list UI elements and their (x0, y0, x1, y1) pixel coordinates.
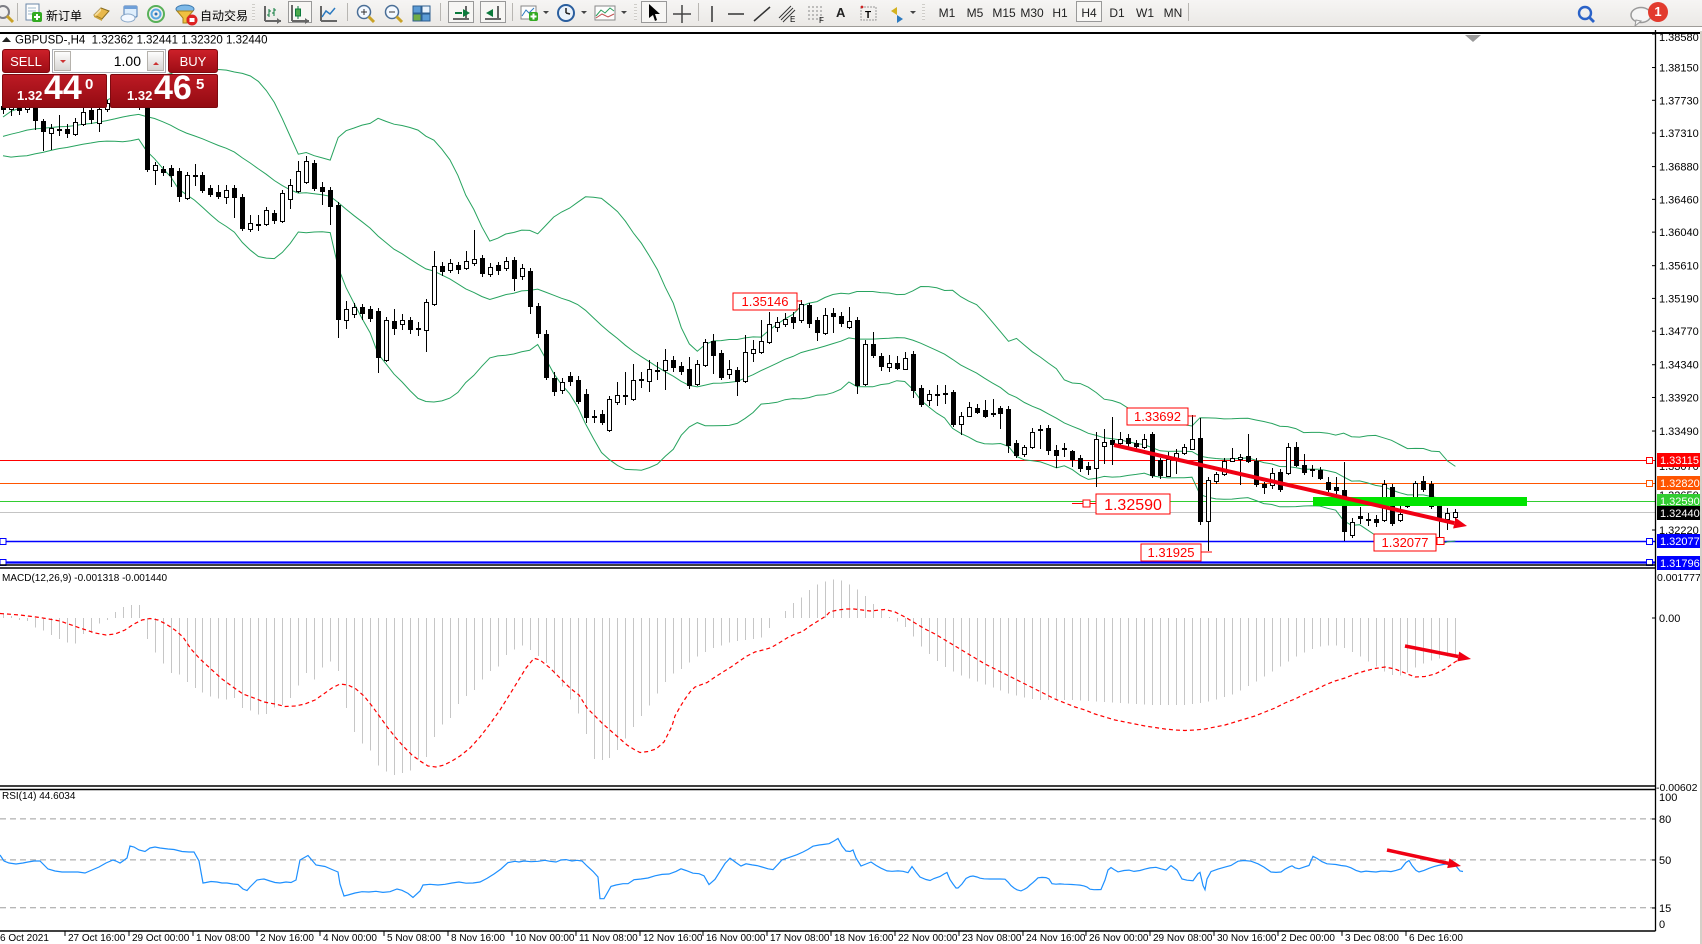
svg-text:0.00: 0.00 (1659, 613, 1680, 625)
svg-text:0: 0 (1659, 919, 1665, 931)
svg-text:15: 15 (1659, 903, 1671, 915)
svg-text:1.34340: 1.34340 (1659, 360, 1699, 372)
svg-text:5 Nov 08:00: 5 Nov 08:00 (387, 933, 441, 944)
svg-text:1.32590: 1.32590 (1104, 497, 1162, 514)
svg-text:1 Nov 08:00: 1 Nov 08:00 (196, 933, 250, 944)
svg-text:0.001777: 0.001777 (1657, 572, 1701, 584)
svg-text:30 Nov 16:00: 30 Nov 16:00 (1217, 933, 1277, 944)
svg-text:10 Nov 00:00: 10 Nov 00:00 (515, 933, 575, 944)
svg-text:23 Nov 08:00: 23 Nov 08:00 (962, 933, 1022, 944)
svg-text:1.38150: 1.38150 (1659, 63, 1699, 75)
svg-text:2 Nov 16:00: 2 Nov 16:00 (260, 933, 314, 944)
svg-text:1.32820: 1.32820 (1660, 478, 1700, 490)
svg-text:1.33115: 1.33115 (1660, 455, 1699, 467)
svg-text:F: F (819, 16, 824, 24)
svg-text:8 Nov 16:00: 8 Nov 16:00 (451, 933, 505, 944)
svg-text:26 Nov 00:00: 26 Nov 00:00 (1089, 933, 1149, 944)
svg-text:17 Nov 08:00: 17 Nov 08:00 (770, 933, 830, 944)
svg-text:80: 80 (1659, 814, 1671, 826)
svg-text:1.33920: 1.33920 (1659, 392, 1699, 404)
svg-text:29 Oct 00:00: 29 Oct 00:00 (132, 933, 190, 944)
svg-text:1.36460: 1.36460 (1659, 194, 1699, 206)
svg-text:12 Nov 16:00: 12 Nov 16:00 (643, 933, 703, 944)
svg-text:3 Dec 08:00: 3 Dec 08:00 (1345, 933, 1399, 944)
svg-text:1.32590: 1.32590 (1660, 496, 1700, 508)
svg-text:22 Nov 00:00: 22 Nov 00:00 (898, 933, 958, 944)
svg-text:1.37730: 1.37730 (1659, 95, 1699, 107)
svg-text:1.31796: 1.31796 (1660, 558, 1700, 570)
svg-text:E: E (790, 15, 795, 24)
svg-text:2 Dec 00:00: 2 Dec 00:00 (1281, 933, 1335, 944)
svg-text:1.38580: 1.38580 (1659, 32, 1699, 44)
svg-text:27 Oct 16:00: 27 Oct 16:00 (68, 933, 126, 944)
svg-text:1.36040: 1.36040 (1659, 227, 1699, 239)
svg-text:18 Nov 16:00: 18 Nov 16:00 (834, 933, 894, 944)
svg-text:1.37310: 1.37310 (1659, 128, 1699, 140)
svg-text:24 Nov 16:00: 24 Nov 16:00 (1026, 933, 1086, 944)
svg-text:50: 50 (1659, 855, 1671, 867)
svg-text:16 Nov 00:00: 16 Nov 00:00 (706, 933, 766, 944)
svg-text:6 Dec 16:00: 6 Dec 16:00 (1409, 933, 1463, 944)
svg-text:1.33490: 1.33490 (1659, 426, 1699, 438)
svg-text:1.35610: 1.35610 (1659, 261, 1699, 273)
svg-text:1.32440: 1.32440 (1660, 508, 1700, 520)
svg-text:1.35146: 1.35146 (742, 294, 789, 309)
svg-text:1.34770: 1.34770 (1659, 326, 1699, 338)
svg-text:6 Oct 2021: 6 Oct 2021 (0, 933, 49, 944)
svg-text:1.31925: 1.31925 (1148, 545, 1195, 560)
svg-text:RSI(14) 44.6034: RSI(14) 44.6034 (2, 791, 76, 802)
svg-text:1.32077: 1.32077 (1660, 536, 1700, 548)
svg-text:T: T (865, 10, 871, 21)
svg-text:-0.00602: -0.00602 (1656, 782, 1698, 794)
svg-text:29 Nov 08:00: 29 Nov 08:00 (1153, 933, 1213, 944)
svg-text:1.33692: 1.33692 (1134, 409, 1181, 424)
svg-text:GBPUSD-,H4 1.32362 1.32441 1.: GBPUSD-,H4 1.32362 1.32441 1.32320 1.324… (15, 35, 268, 47)
svg-text:1.35190: 1.35190 (1659, 293, 1699, 305)
svg-text:100: 100 (1659, 792, 1677, 804)
svg-text:1.36880: 1.36880 (1659, 162, 1699, 174)
svg-text:1.32077: 1.32077 (1382, 535, 1429, 550)
svg-text:11 Nov 08:00: 11 Nov 08:00 (579, 933, 638, 944)
svg-text:MACD(12,26,9) -0.001318 -0.001: MACD(12,26,9) -0.001318 -0.001440 (2, 573, 168, 584)
svg-text:4 Nov 00:00: 4 Nov 00:00 (323, 933, 377, 944)
